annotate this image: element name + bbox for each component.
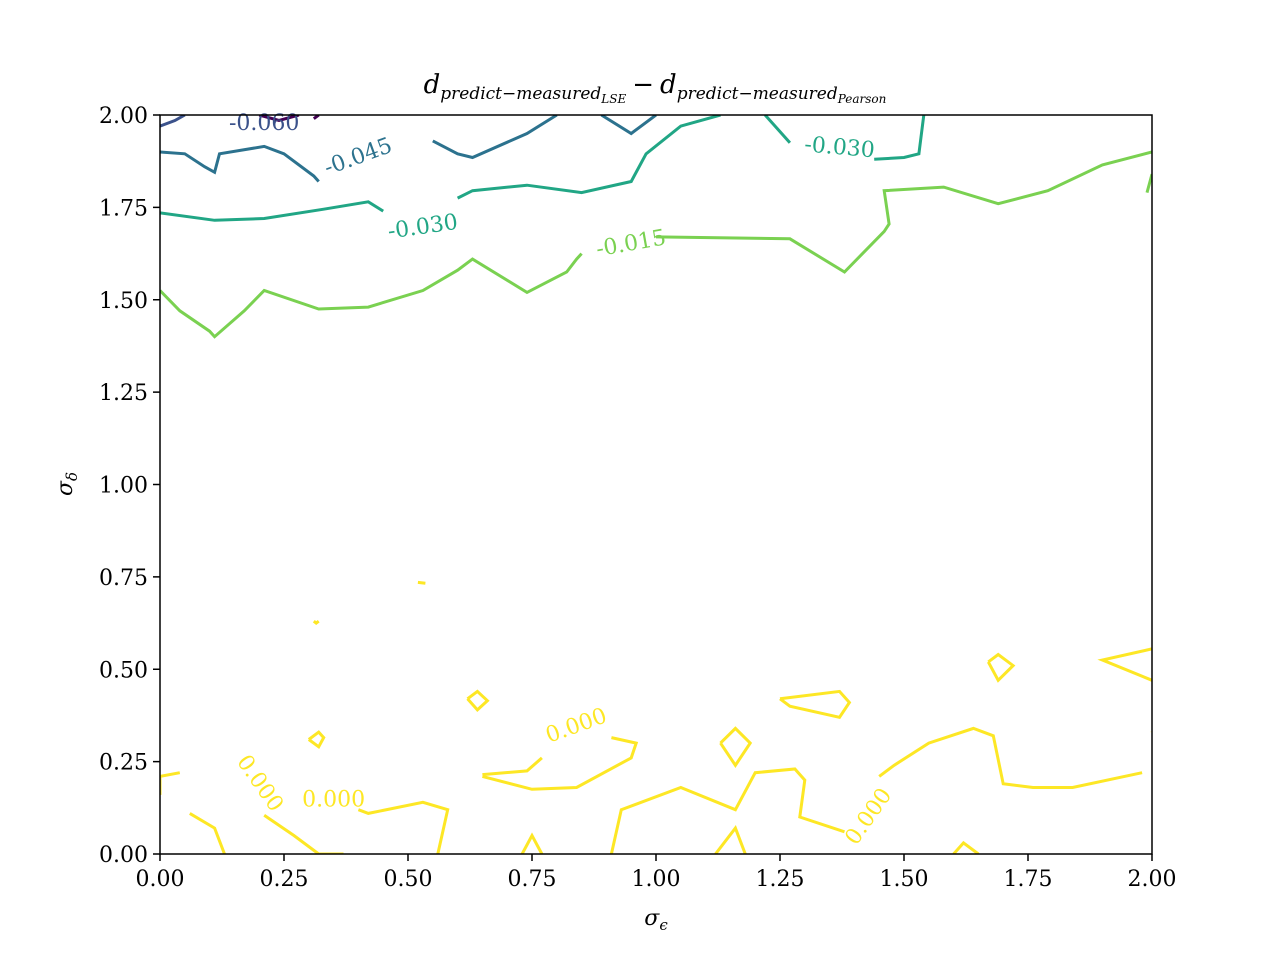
contour--0.015-seg-0 <box>160 252 583 339</box>
y-tick-label-8: 2.00 <box>99 104 148 129</box>
contour-0.000-seg-11 <box>357 800 450 854</box>
contour-label-4: -0.015 <box>594 225 668 262</box>
contour-0.000-seg-8 <box>160 771 181 795</box>
title-sub-1: predict−measured <box>440 84 601 104</box>
y-tick-label-6: 1.50 <box>99 289 148 314</box>
y-tick-label-5: 1.25 <box>99 381 148 406</box>
contour-labels: -0.060-0.045-0.030-0.030-0.0150.0000.000… <box>229 111 897 849</box>
contour--0.075-seg-0 <box>258 115 300 123</box>
contour-label-7: 0.000 <box>302 787 365 812</box>
x-tick-label-1: 0.25 <box>260 867 309 892</box>
x-axis-label: σϵ <box>644 906 668 934</box>
y-axis-label: σδ <box>53 472 81 496</box>
contour--0.015-seg-1 <box>655 150 1152 274</box>
y-tick-label-4: 1.00 <box>99 474 148 499</box>
contour--0.015-seg-2 <box>1145 173 1152 193</box>
contour--0.030-seg-2 <box>763 115 792 144</box>
chart-title: dpredict−measuredLSE − dpredict−measuredPe… <box>424 70 887 106</box>
title-base-1: d <box>424 70 441 100</box>
x-tick-label-6: 1.50 <box>880 867 929 892</box>
contour--0.045-seg-0 <box>160 144 320 183</box>
x-axis-label-sub: ϵ <box>659 916 668 934</box>
contour-0.000-seg-13 <box>520 832 544 854</box>
contour-label-5: 0.000 <box>543 704 611 749</box>
contour-0.000-seg-0 <box>417 580 426 585</box>
y-tick-label-2: 0.50 <box>99 658 148 683</box>
y-tick-label-7: 1.75 <box>99 196 148 221</box>
contour-label-1: -0.045 <box>321 133 396 181</box>
x-tick-label-5: 1.25 <box>756 867 805 892</box>
contour-0.000-seg-6 <box>779 689 852 719</box>
x-axis-ticks: 0.00 0.25 0.50 0.75 1.00 1.25 1.50 1.75 2.00 <box>136 854 1177 892</box>
contour-0.000-seg-15 <box>609 767 845 854</box>
contour-0.000-seg-9 <box>189 812 226 854</box>
title-subsub-1: LSE <box>600 92 626 106</box>
contour--0.030-seg-3 <box>874 115 926 161</box>
contour--0.030-seg-1 <box>456 115 721 200</box>
contour-0.000-seg-16 <box>714 825 747 854</box>
contour-0.000-seg-3 <box>307 730 326 750</box>
title-minus: − <box>632 70 654 100</box>
contour-0.000-seg-14 <box>482 736 639 791</box>
x-tick-label-7: 1.75 <box>1004 867 1053 892</box>
x-tick-label-2: 0.50 <box>384 867 433 892</box>
title-sub-2: predict−measured <box>677 84 838 104</box>
contour-label-2: -0.030 <box>386 210 459 245</box>
x-tick-label-3: 0.75 <box>508 867 557 892</box>
contour-0.000-seg-2 <box>466 689 490 713</box>
contour--0.030-seg-0 <box>160 200 384 222</box>
y-tick-label-3: 0.75 <box>99 566 148 591</box>
x-tick-label-8: 2.00 <box>1128 867 1177 892</box>
contour-lines <box>160 115 1152 854</box>
x-axis-label-base: σ <box>644 906 660 931</box>
contour--0.045-seg-2 <box>600 115 657 136</box>
contour-label-3: -0.030 <box>803 132 875 163</box>
contour-0.000-seg-4 <box>719 726 753 768</box>
contour--0.060-seg-0 <box>160 115 186 128</box>
contour-0.000-seg-5 <box>986 652 1016 683</box>
contour-0.000-seg-10 <box>263 813 344 854</box>
contour--0.045-seg-1 <box>432 115 558 160</box>
y-axis-label-base: σ <box>53 480 78 496</box>
y-axis-label-sub: δ <box>63 472 81 481</box>
contour-label-8: 0.000 <box>841 784 898 850</box>
y-tick-label-1: 0.25 <box>99 751 148 776</box>
title-base-2: d <box>660 70 677 100</box>
y-axis-ticks: 0.00 0.25 0.50 0.75 1.00 1.25 1.50 1.75 2.00 <box>99 104 160 868</box>
x-tick-label-4: 1.00 <box>632 867 681 892</box>
contour-label-6: 0.000 <box>231 751 288 817</box>
contour-0.000-seg-1 <box>312 620 320 625</box>
svg-text:dpredict−measuredLSE−dpredict−: dpredict−measuredLSE − dpredict−measuredPe… <box>424 70 887 106</box>
title-subsub-2: Pearson <box>837 92 887 106</box>
contour-0.000-seg-7 <box>1097 647 1152 682</box>
contour-0.000-seg-17 <box>878 726 1143 789</box>
x-tick-label-0: 0.00 <box>136 867 185 892</box>
contour-0.000-seg-18 <box>952 840 980 854</box>
contour-0.000-seg-12 <box>482 756 543 777</box>
y-tick-label-0: 0.00 <box>99 843 148 868</box>
